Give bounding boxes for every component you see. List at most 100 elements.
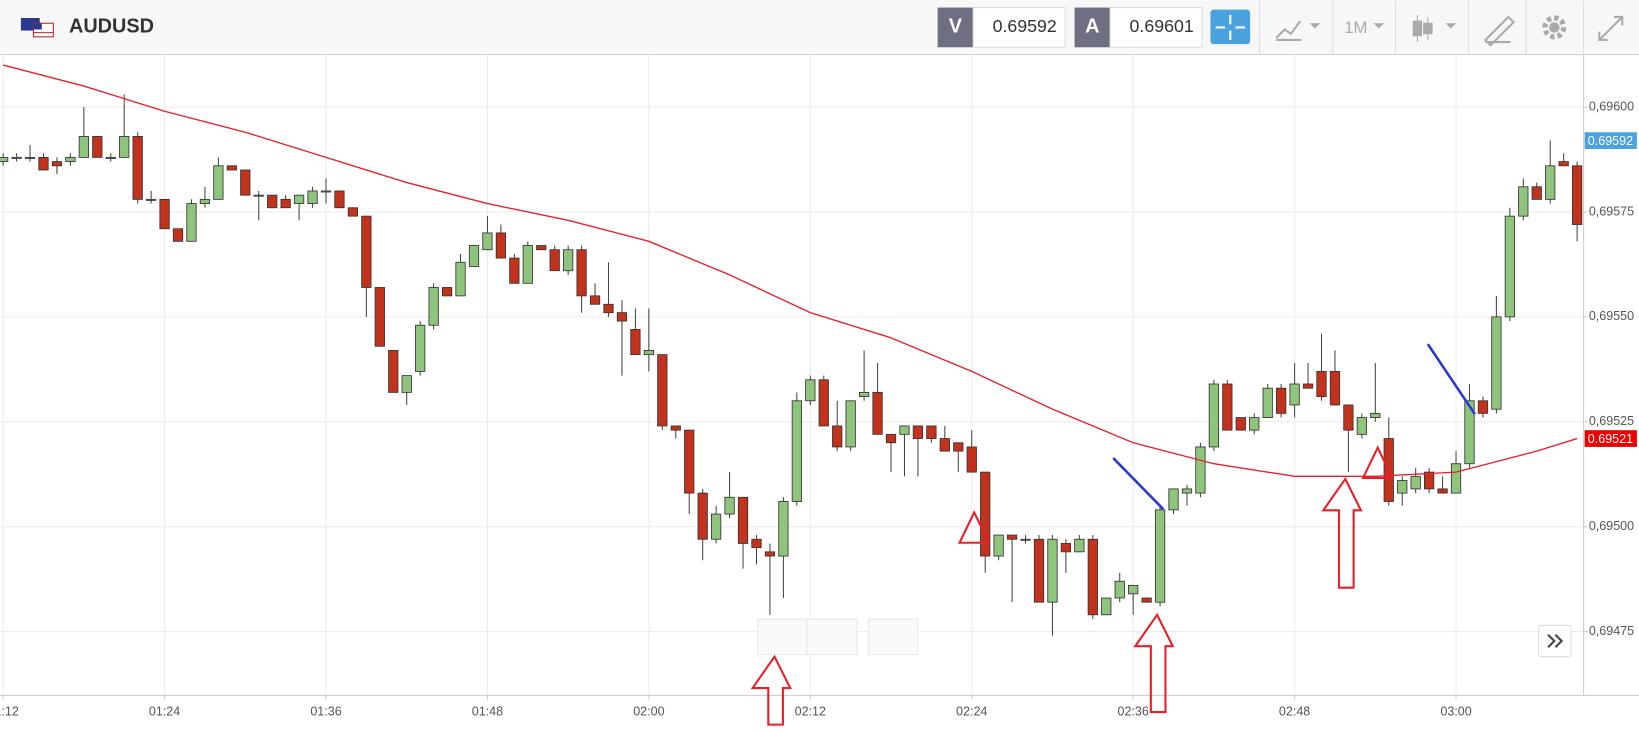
candle-body bbox=[455, 261, 466, 297]
arrow-annotation bbox=[750, 654, 792, 726]
x-tick-label: 01:48 bbox=[472, 704, 503, 718]
toolbar-bg bbox=[0, 0, 1639, 55]
overlay-widget[interactable] bbox=[868, 618, 919, 656]
ask-box bbox=[1109, 7, 1203, 48]
candle-body bbox=[724, 496, 735, 515]
x-tick-label: 01:36 bbox=[310, 704, 341, 718]
candle-body bbox=[1249, 417, 1260, 431]
candle-body bbox=[186, 203, 197, 242]
timeframe-button[interactable]: 1M bbox=[1344, 18, 1367, 37]
candle-body bbox=[522, 245, 533, 284]
price-marker-label: 0.69592 bbox=[1588, 134, 1633, 148]
dropdown-arrow bbox=[1373, 23, 1384, 29]
candle-body bbox=[1276, 387, 1287, 414]
candle-body bbox=[1141, 597, 1152, 603]
arrow-annotation bbox=[1321, 476, 1363, 589]
candle-body bbox=[1464, 400, 1475, 465]
candle-body bbox=[1545, 165, 1556, 200]
triangle-annotation bbox=[957, 510, 991, 544]
candle-body bbox=[320, 190, 332, 193]
ask-price: 0.69601 bbox=[1130, 16, 1194, 36]
candle-body bbox=[428, 287, 439, 326]
candle-body bbox=[415, 324, 426, 372]
candle-body bbox=[885, 433, 897, 444]
x-tick-label: 02:36 bbox=[1117, 704, 1148, 718]
candle-body bbox=[1195, 446, 1206, 494]
candle-body bbox=[832, 425, 843, 448]
candle-body bbox=[980, 471, 991, 557]
x-tick-label: 02:48 bbox=[1279, 704, 1310, 718]
candle-body bbox=[334, 190, 345, 209]
candle-body bbox=[293, 194, 305, 204]
expand-button[interactable] bbox=[1598, 15, 1624, 42]
candle-body bbox=[11, 156, 22, 159]
candle-body bbox=[441, 287, 453, 297]
candle-body bbox=[1316, 370, 1327, 398]
candle-body bbox=[778, 501, 789, 557]
candle-body bbox=[172, 228, 184, 242]
crosshair-button[interactable] bbox=[1210, 9, 1251, 45]
candle-body bbox=[1208, 383, 1220, 448]
y-tick-label: 0,69550 bbox=[1589, 309, 1634, 323]
candle-body bbox=[159, 198, 170, 230]
candle-body bbox=[1370, 412, 1381, 418]
candle-body bbox=[1222, 383, 1233, 431]
candle-body bbox=[267, 194, 278, 209]
candle-body bbox=[24, 156, 36, 159]
candle-body bbox=[1424, 471, 1435, 490]
trend-line-annotation bbox=[1426, 343, 1476, 415]
candle-body bbox=[105, 156, 116, 159]
candle-body bbox=[307, 190, 318, 204]
candle-body bbox=[563, 249, 574, 272]
candle-body bbox=[119, 136, 130, 158]
chart-type-button[interactable] bbox=[1275, 20, 1302, 42]
candle-body bbox=[38, 156, 49, 171]
candle-body bbox=[993, 534, 1004, 557]
candle-body bbox=[670, 425, 681, 431]
candle-body bbox=[509, 257, 520, 284]
candle-body bbox=[589, 295, 601, 305]
candle-body bbox=[65, 156, 76, 163]
settings-button[interactable] bbox=[1542, 15, 1567, 40]
candle-body bbox=[401, 375, 412, 393]
candle-body bbox=[845, 400, 856, 448]
candles-button[interactable] bbox=[1412, 14, 1433, 43]
draw-button[interactable] bbox=[1483, 15, 1516, 47]
candle-body bbox=[966, 446, 977, 473]
settings-icon bbox=[1549, 22, 1560, 33]
candle-body bbox=[226, 165, 237, 171]
x-tick-label: 02:24 bbox=[956, 704, 987, 718]
candle-body bbox=[1504, 215, 1515, 318]
candle-body bbox=[1343, 404, 1354, 431]
price-marker bbox=[1584, 132, 1637, 149]
candle-body bbox=[1410, 475, 1421, 490]
candle-body bbox=[1491, 316, 1502, 410]
candle-body bbox=[616, 312, 628, 322]
arrow-annotation bbox=[1133, 612, 1175, 714]
candle-body bbox=[1518, 186, 1529, 217]
candle-body bbox=[240, 169, 251, 196]
x-tick-label: 01:24 bbox=[149, 704, 180, 718]
y-tick-label: 0,69575 bbox=[1589, 204, 1634, 218]
candle-body bbox=[899, 425, 910, 435]
candle-body bbox=[132, 136, 143, 200]
candle-body bbox=[1074, 538, 1085, 553]
candle-body bbox=[805, 379, 816, 402]
candle-body bbox=[872, 391, 883, 435]
candle-body bbox=[1087, 538, 1098, 616]
candle-body bbox=[1114, 580, 1125, 599]
candle-body bbox=[1302, 383, 1314, 389]
candle-body bbox=[939, 438, 950, 452]
candle-body bbox=[78, 136, 89, 158]
ask-tag-box bbox=[1074, 7, 1111, 48]
candle-body bbox=[1450, 463, 1462, 494]
annotations bbox=[750, 445, 1394, 726]
candle-body bbox=[388, 350, 399, 393]
candle-body bbox=[711, 513, 722, 540]
candle-body bbox=[953, 442, 964, 452]
candle-body bbox=[1289, 383, 1300, 406]
candle-body bbox=[576, 249, 587, 297]
candle-body bbox=[1168, 488, 1179, 511]
candle-body bbox=[764, 551, 776, 557]
candle-body bbox=[643, 350, 654, 356]
